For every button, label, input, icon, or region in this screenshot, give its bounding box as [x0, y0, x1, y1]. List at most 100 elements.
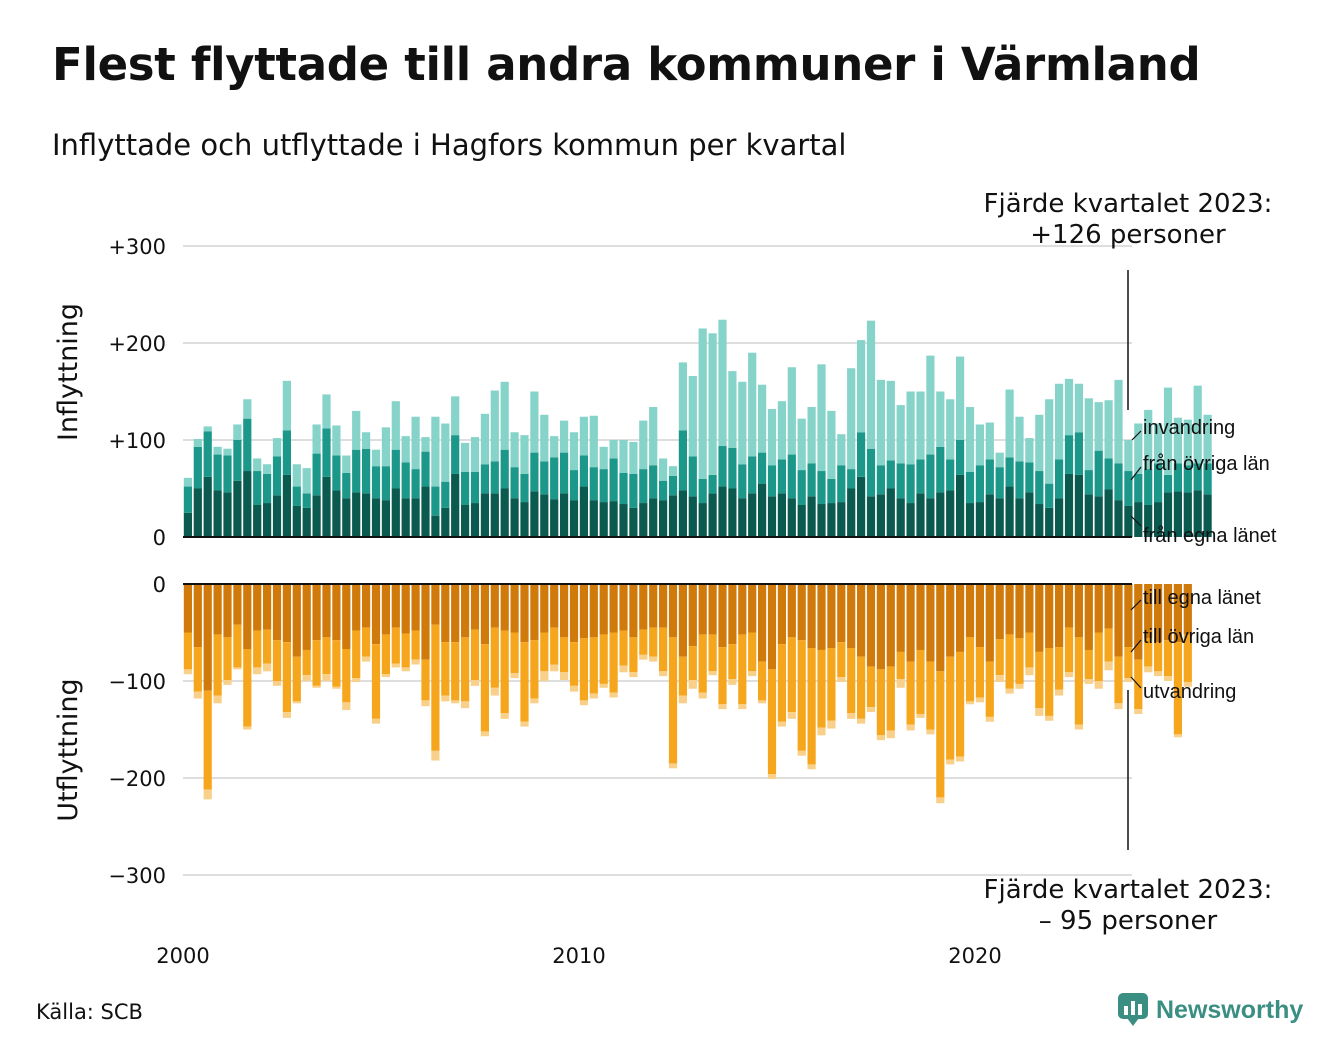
outflow-own-county-bar — [490, 584, 499, 628]
outflow-own-county-bar — [787, 584, 796, 638]
outflow-own-county-bar — [817, 584, 826, 650]
inflow-international-bar — [946, 399, 955, 460]
inflow-own-county-bar — [371, 498, 381, 537]
inflow-own-county-bar — [639, 503, 648, 537]
inflow-other-counties-bar — [530, 452, 539, 492]
outflow-bars — [183, 584, 1192, 804]
inflow-own-county-bar — [530, 491, 539, 537]
inflow-international-bar — [767, 408, 777, 466]
outflow-other-counties-bar — [1144, 638, 1153, 667]
inflow-other-counties-bar — [371, 466, 381, 499]
outflow-international-bar — [243, 726, 252, 730]
inflow-own-county-bar — [183, 512, 192, 537]
inflow-other-counties-bar — [619, 472, 628, 505]
inflow-international-bar — [639, 420, 648, 470]
outflow-international-bar — [777, 721, 786, 727]
outflow-international-bar — [401, 667, 410, 672]
outflow-international-bar — [678, 695, 687, 704]
inflow-other-counties-bar — [975, 465, 984, 503]
outflow-own-county-bar — [866, 584, 876, 667]
outflow-own-county-bar — [1015, 584, 1024, 639]
outflow-other-counties-bar — [362, 627, 371, 657]
inflow-international-bar — [777, 401, 786, 460]
inflow-other-counties-bar — [223, 455, 232, 493]
outflow-own-county-bar — [748, 584, 757, 633]
outflow-own-county-bar — [985, 584, 994, 662]
outflow-own-county-bar — [371, 584, 381, 645]
inflow-other-counties-bar — [1064, 435, 1074, 474]
inflow-other-counties-bar — [659, 480, 668, 501]
outflow-international-bar — [906, 724, 915, 731]
inflow-other-counties-bar — [936, 446, 945, 493]
outflow-international-bar — [1035, 708, 1044, 716]
newsworthy-logo[interactable]: Newsworthy — [1118, 993, 1303, 1027]
newsworthy-logo-text: Newsworthy — [1156, 995, 1304, 1024]
inflow-other-counties-bar — [391, 449, 400, 489]
outflow-other-counties-bar — [748, 632, 757, 672]
outflow-own-county-bar — [1064, 584, 1074, 628]
outflow-own-county-bar — [1114, 584, 1123, 657]
outflow-international-bar — [1173, 734, 1182, 738]
inflow-own-county-bar — [520, 502, 529, 537]
top-tick-300: +300 — [108, 235, 166, 259]
outflow-own-county-bar — [342, 584, 351, 649]
top-axis-title: Inflyttning — [53, 303, 84, 441]
connector-ovriga-in — [1130, 466, 1142, 481]
inflow-international-bar — [668, 466, 678, 476]
outflow-other-counties-bar — [787, 637, 796, 713]
outflow-other-counties-bar — [282, 642, 291, 713]
outflow-own-county-bar — [1005, 584, 1014, 635]
outflow-other-counties-bar — [441, 642, 450, 696]
outflow-international-bar — [1124, 678, 1133, 682]
inflow-own-county-bar — [946, 490, 955, 537]
inflow-international-bar — [1124, 440, 1133, 472]
inflow-own-county-bar — [886, 488, 895, 537]
inflow-own-county-bar — [411, 498, 420, 537]
outflow-international-bar — [748, 671, 757, 677]
outflow-international-bar — [371, 718, 381, 724]
annotation-top-line2: +126 personer — [1030, 220, 1226, 250]
top-tick-100: +100 — [108, 429, 166, 453]
inflow-international-bar — [193, 439, 202, 447]
inflow-own-county-bar — [1025, 492, 1034, 537]
outflow-other-counties-bar — [253, 630, 262, 668]
inflow-other-counties-bar — [272, 456, 282, 496]
outflow-other-counties-bar — [936, 671, 945, 798]
annotation-bottom: Fjärde kvartalet 2023: – 95 personer — [984, 875, 1273, 936]
inflow-own-county-bar — [1045, 507, 1054, 537]
inflow-own-county-bar — [1104, 489, 1113, 537]
inflow-international-bar — [1045, 399, 1054, 484]
inflow-own-county-bar — [688, 496, 697, 537]
outflow-other-counties-bar — [817, 649, 826, 728]
inflow-other-counties-bar — [995, 467, 1004, 499]
inflow-other-counties-bar — [342, 472, 351, 499]
outflow-other-counties-bar — [857, 656, 866, 719]
inflow-own-county-bar — [936, 492, 945, 537]
outflow-own-county-bar — [827, 584, 836, 649]
outflow-international-bar — [233, 667, 242, 670]
connector-egna-out — [1130, 599, 1142, 611]
outflow-own-county-bar — [203, 584, 212, 691]
inflow-own-county-bar — [352, 492, 361, 537]
inflow-own-county-bar — [213, 490, 222, 537]
inflow-international-bar — [649, 407, 658, 466]
inflow-international-bar — [223, 448, 232, 456]
inflow-international-bar — [1183, 419, 1192, 466]
annotation-bottom-line1: Fjärde kvartalet 2023: — [984, 875, 1273, 905]
outflow-international-bar — [995, 675, 1004, 682]
outflow-other-counties-bar — [599, 634, 608, 684]
bottom-tick-100: −100 — [108, 670, 166, 694]
outflow-other-counties-bar — [352, 630, 361, 679]
outflow-international-bar — [619, 665, 628, 673]
inflow-own-county-bar — [203, 476, 212, 537]
inflow-other-counties-bar — [1025, 462, 1034, 493]
inflow-international-bar — [1144, 409, 1153, 470]
inflow-international-bar — [272, 438, 282, 457]
inflow-international-bar — [560, 420, 569, 453]
outflow-international-bar — [223, 680, 232, 685]
inflow-own-county-bar — [470, 503, 480, 537]
annotation-top: Fjärde kvartalet 2023: +126 personer — [984, 189, 1273, 250]
outflow-international-bar — [876, 735, 885, 741]
outflow-other-counties-bar — [431, 624, 440, 751]
outflow-other-counties-bar — [728, 644, 737, 680]
